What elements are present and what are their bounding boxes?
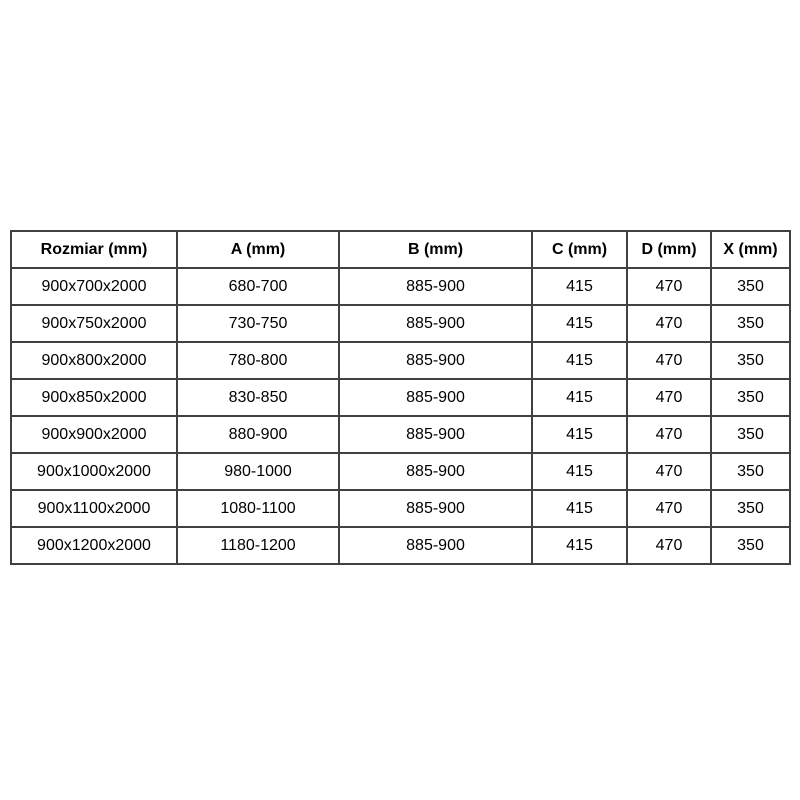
cell-x: 350 xyxy=(710,304,791,343)
header-row: Rozmiar (mm) A (mm) B (mm) C (mm) D (mm)… xyxy=(10,230,791,269)
size-spec-table: Rozmiar (mm) A (mm) B (mm) C (mm) D (mm)… xyxy=(10,230,791,565)
cell-d: 470 xyxy=(626,267,712,306)
cell-c: 415 xyxy=(531,267,628,306)
cell-a: 880-900 xyxy=(176,415,340,454)
cell-c: 415 xyxy=(531,415,628,454)
cell-a: 830-850 xyxy=(176,378,340,417)
cell-x: 350 xyxy=(710,526,791,565)
cell-c: 415 xyxy=(531,304,628,343)
cell-x: 350 xyxy=(710,489,791,528)
cell-x: 350 xyxy=(710,378,791,417)
table-row: 900x700x2000 680-700 885-900 415 470 350 xyxy=(10,267,791,306)
cell-rozmiar: 900x800x2000 xyxy=(10,341,178,380)
cell-b: 885-900 xyxy=(338,267,533,306)
cell-a: 730-750 xyxy=(176,304,340,343)
cell-a: 980-1000 xyxy=(176,452,340,491)
cell-c: 415 xyxy=(531,378,628,417)
cell-a: 680-700 xyxy=(176,267,340,306)
column-header-c: C (mm) xyxy=(531,230,628,269)
cell-d: 470 xyxy=(626,304,712,343)
cell-rozmiar: 900x1200x2000 xyxy=(10,526,178,565)
cell-d: 470 xyxy=(626,526,712,565)
cell-c: 415 xyxy=(531,526,628,565)
cell-rozmiar: 900x850x2000 xyxy=(10,378,178,417)
table-row: 900x1200x2000 1180-1200 885-900 415 470 … xyxy=(10,526,791,565)
cell-a: 1180-1200 xyxy=(176,526,340,565)
table-row: 900x750x2000 730-750 885-900 415 470 350 xyxy=(10,304,791,343)
cell-b: 885-900 xyxy=(338,452,533,491)
cell-b: 885-900 xyxy=(338,378,533,417)
table-row: 900x1000x2000 980-1000 885-900 415 470 3… xyxy=(10,452,791,491)
cell-d: 470 xyxy=(626,341,712,380)
cell-c: 415 xyxy=(531,452,628,491)
cell-b: 885-900 xyxy=(338,415,533,454)
cell-a: 780-800 xyxy=(176,341,340,380)
column-header-x: X (mm) xyxy=(710,230,791,269)
column-header-rozmiar: Rozmiar (mm) xyxy=(10,230,178,269)
cell-x: 350 xyxy=(710,415,791,454)
cell-c: 415 xyxy=(531,341,628,380)
cell-b: 885-900 xyxy=(338,526,533,565)
cell-rozmiar: 900x900x2000 xyxy=(10,415,178,454)
table-row: 900x800x2000 780-800 885-900 415 470 350 xyxy=(10,341,791,380)
table-row: 900x900x2000 880-900 885-900 415 470 350 xyxy=(10,415,791,454)
column-header-b: B (mm) xyxy=(338,230,533,269)
cell-d: 470 xyxy=(626,415,712,454)
table-row: 900x1100x2000 1080-1100 885-900 415 470 … xyxy=(10,489,791,528)
cell-rozmiar: 900x700x2000 xyxy=(10,267,178,306)
cell-a: 1080-1100 xyxy=(176,489,340,528)
cell-rozmiar: 900x750x2000 xyxy=(10,304,178,343)
column-header-d: D (mm) xyxy=(626,230,712,269)
cell-rozmiar: 900x1100x2000 xyxy=(10,489,178,528)
cell-c: 415 xyxy=(531,489,628,528)
cell-x: 350 xyxy=(710,452,791,491)
cell-rozmiar: 900x1000x2000 xyxy=(10,452,178,491)
column-header-a: A (mm) xyxy=(176,230,340,269)
cell-d: 470 xyxy=(626,378,712,417)
cell-d: 470 xyxy=(626,489,712,528)
cell-d: 470 xyxy=(626,452,712,491)
cell-b: 885-900 xyxy=(338,341,533,380)
cell-b: 885-900 xyxy=(338,304,533,343)
table-row: 900x850x2000 830-850 885-900 415 470 350 xyxy=(10,378,791,417)
cell-x: 350 xyxy=(710,267,791,306)
cell-x: 350 xyxy=(710,341,791,380)
cell-b: 885-900 xyxy=(338,489,533,528)
